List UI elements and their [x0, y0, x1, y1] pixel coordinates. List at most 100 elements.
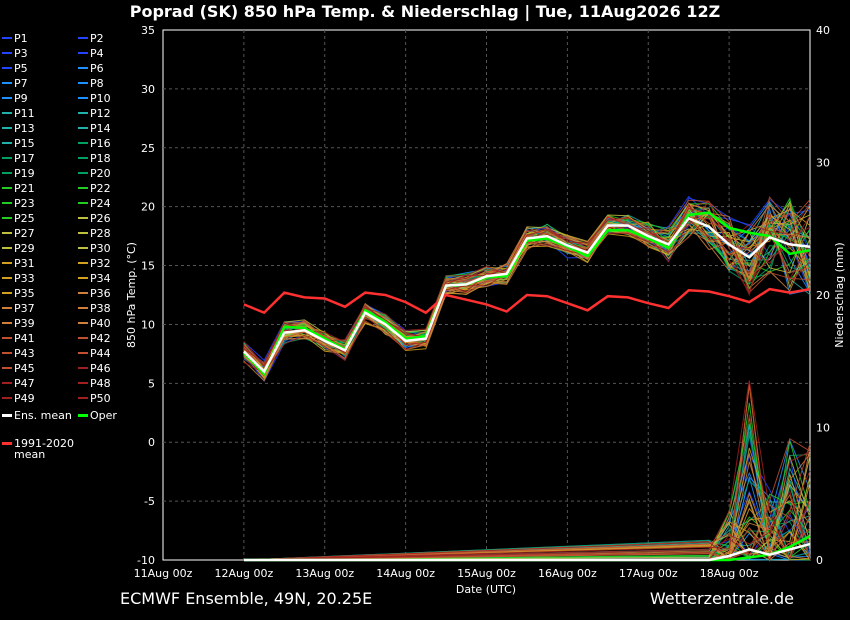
legend-label: Oper	[90, 408, 117, 422]
y-tick-label: 15	[141, 260, 155, 273]
legend-item-P5: P5	[2, 61, 28, 75]
legend-label: P11	[14, 106, 35, 120]
ens-mean-line	[243, 216, 811, 374]
legend-swatch	[78, 52, 88, 54]
member-precip-P47	[243, 470, 811, 561]
member-line-P45	[243, 207, 811, 376]
legend-item-P35: P35	[2, 286, 35, 300]
x-tick-label: 11Aug 00z	[134, 567, 193, 580]
legend-swatch	[2, 172, 12, 174]
legend-label: P5	[14, 61, 28, 75]
legend-item-P15: P15	[2, 136, 35, 150]
legend-label: P35	[14, 286, 35, 300]
legend-item-P29: P29	[2, 241, 35, 255]
legend-swatch	[78, 322, 88, 324]
legend-label: P34	[90, 271, 111, 285]
legend-label: P10	[90, 91, 111, 105]
legend-swatch	[78, 82, 88, 84]
legend-swatch	[78, 413, 88, 417]
legend-swatch	[78, 247, 88, 249]
y2-axis-label: Niederschlag (mm)	[833, 242, 846, 347]
legend-swatch	[78, 97, 88, 99]
legend-item-climate-mean: 1991-2020	[2, 436, 74, 450]
legend-label: P40	[90, 316, 111, 330]
y2-tick-label: 10	[816, 422, 830, 435]
legend-item-P48: P48	[78, 376, 111, 390]
y-tick-label: 25	[141, 142, 155, 155]
legend-label: P19	[14, 166, 35, 180]
legend: P1 P2 P3 P4 P5 P6 P7 P8 P9 P10 P11 P12 P13 P14 P15 P16 P…	[2, 31, 122, 471]
legend-item-P23: P23	[2, 196, 35, 210]
legend-swatch	[2, 307, 12, 309]
legend-label: P4	[90, 46, 104, 60]
legend-swatch	[78, 112, 88, 114]
legend-swatch	[78, 352, 88, 354]
y-tick-label: 0	[148, 436, 155, 449]
legend-label: P7	[14, 76, 28, 90]
x-tick-label: 13Aug 00z	[295, 567, 354, 580]
y-tick-label: 35	[141, 24, 155, 37]
legend-swatch	[78, 67, 88, 69]
legend-item-P12: P12	[78, 106, 111, 120]
legend-swatch	[2, 382, 12, 384]
legend-swatch	[2, 292, 12, 294]
legend-label: P20	[90, 166, 111, 180]
legend-label: P2	[90, 31, 104, 45]
legend-label: P14	[90, 121, 111, 135]
legend-item-oper: Oper	[78, 408, 117, 422]
y-tick-label: -5	[144, 495, 155, 508]
legend-label: P30	[90, 241, 111, 255]
main-series-layer	[242, 211, 811, 562]
model-info: ECMWF Ensemble, 49N, 20.25E	[120, 589, 373, 608]
legend-item-P33: P33	[2, 271, 35, 285]
legend-label: P17	[14, 151, 35, 165]
legend-label: P32	[90, 256, 111, 270]
legend-item-P22: P22	[78, 181, 111, 195]
member-precip-P48	[243, 380, 811, 561]
legend-swatch	[2, 367, 12, 369]
legend-swatch	[78, 217, 88, 219]
legend-item-P34: P34	[78, 271, 111, 285]
legend-item-P25: P25	[2, 211, 35, 225]
legend-swatch	[2, 52, 12, 54]
legend-swatch	[2, 397, 12, 399]
legend-item-P37: P37	[2, 301, 35, 315]
member-precip-P37	[243, 461, 811, 561]
legend-item-P42: P42	[78, 331, 111, 345]
legend-label: P33	[14, 271, 35, 285]
legend-label: P50	[90, 391, 111, 405]
legend-swatch	[2, 352, 12, 354]
legend-swatch	[2, 413, 12, 417]
legend-swatch	[78, 307, 88, 309]
legend-swatch	[2, 232, 12, 234]
legend-item-P24: P24	[78, 196, 111, 210]
x-tick-label: 14Aug 00z	[376, 567, 435, 580]
legend-label: P45	[14, 361, 35, 375]
legend-item-P36: P36	[78, 286, 111, 300]
legend-label: P31	[14, 256, 35, 270]
legend-item-P43: P43	[2, 346, 35, 360]
legend-swatch	[2, 441, 12, 445]
legend-label: P37	[14, 301, 35, 315]
legend-label: P47	[14, 376, 35, 390]
member-precip-P28	[243, 476, 811, 561]
y2-tick-label: 20	[816, 289, 830, 302]
legend-label: P29	[14, 241, 35, 255]
x-tick-label: 16Aug 00z	[538, 567, 597, 580]
legend-item-P47: P47	[2, 376, 35, 390]
member-line-P47	[243, 207, 811, 367]
legend-label: P39	[14, 316, 35, 330]
legend-label: P23	[14, 196, 35, 210]
legend-label: P26	[90, 211, 111, 225]
legend-item-P38: P38	[78, 301, 111, 315]
legend-swatch	[2, 337, 12, 339]
legend-swatch	[2, 142, 12, 144]
y2-tick-label: 0	[816, 554, 823, 567]
legend-item-P19: P19	[2, 166, 35, 180]
legend-swatch	[78, 397, 88, 399]
x-axis-label: Date (UTC)	[456, 583, 516, 596]
legend-label: P25	[14, 211, 35, 225]
legend-item-P31: P31	[2, 256, 35, 270]
legend-swatch	[78, 292, 88, 294]
